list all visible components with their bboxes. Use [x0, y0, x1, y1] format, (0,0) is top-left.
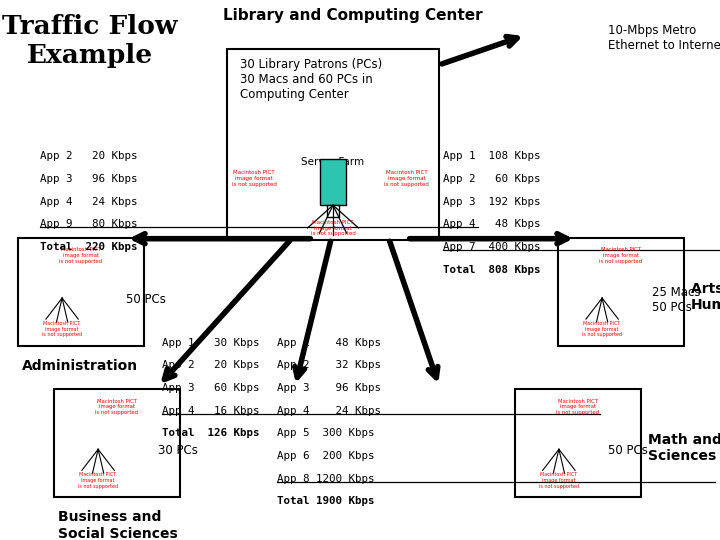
Text: Macintosh PICT
image format
is not supported: Macintosh PICT image format is not suppo…: [600, 247, 642, 264]
Text: App 4   24 Kbps: App 4 24 Kbps: [40, 197, 137, 207]
Text: App 8 1200 Kbps: App 8 1200 Kbps: [277, 474, 374, 484]
Text: App 2   20 Kbps: App 2 20 Kbps: [40, 151, 137, 161]
Text: App 6  200 Kbps: App 6 200 Kbps: [277, 451, 374, 461]
Text: Macintosh PICT
image format
is not supported: Macintosh PICT image format is not suppo…: [232, 170, 276, 187]
Text: App 7  400 Kbps: App 7 400 Kbps: [443, 242, 540, 252]
Text: App 1  108 Kbps: App 1 108 Kbps: [443, 151, 540, 161]
Text: App 5  300 Kbps: App 5 300 Kbps: [277, 428, 374, 438]
Text: Library and Computing Center: Library and Computing Center: [223, 8, 482, 23]
FancyBboxPatch shape: [18, 238, 144, 346]
Text: 30 PCs: 30 PCs: [158, 444, 198, 457]
Text: App 1    48 Kbps: App 1 48 Kbps: [277, 338, 381, 348]
Text: Business and
Social Sciences: Business and Social Sciences: [58, 510, 177, 540]
Text: Macintosh PICT
image format
is not supported: Macintosh PICT image format is not suppo…: [539, 472, 579, 489]
Bar: [320, 159, 346, 205]
Text: Macintosh PICT
image format
is not supported: Macintosh PICT image format is not suppo…: [96, 399, 138, 415]
Text: App 3   60 Kbps: App 3 60 Kbps: [162, 383, 259, 393]
FancyBboxPatch shape: [515, 389, 641, 497]
Text: App 2   60 Kbps: App 2 60 Kbps: [443, 174, 540, 184]
Text: App 4   16 Kbps: App 4 16 Kbps: [162, 406, 259, 416]
Text: 10-Mbps Metro
Ethernet to Internet: 10-Mbps Metro Ethernet to Internet: [608, 24, 720, 52]
Text: Traffic Flow
Example: Traffic Flow Example: [2, 14, 178, 68]
Text: 30 Library Patrons (PCs)
30 Macs and 60 PCs in
Computing Center: 30 Library Patrons (PCs) 30 Macs and 60 …: [240, 58, 382, 102]
Text: App 4    24 Kbps: App 4 24 Kbps: [277, 406, 381, 416]
Text: Math and
Sciences: Math and Sciences: [648, 433, 720, 463]
Text: Macintosh PICT
image format
is not supported: Macintosh PICT image format is not suppo…: [557, 399, 599, 415]
Text: Total  808 Kbps: Total 808 Kbps: [443, 265, 540, 275]
Text: Server Farm: Server Farm: [302, 157, 364, 167]
Text: App 3   96 Kbps: App 3 96 Kbps: [40, 174, 137, 184]
Text: Macintosh PICT
image format
is not supported: Macintosh PICT image format is not suppo…: [42, 321, 82, 338]
Text: App 1   30 Kbps: App 1 30 Kbps: [162, 338, 259, 348]
Text: Macintosh PICT
image format
is not supported: Macintosh PICT image format is not suppo…: [582, 321, 622, 338]
Text: App 4   48 Kbps: App 4 48 Kbps: [443, 219, 540, 230]
Text: App 3    96 Kbps: App 3 96 Kbps: [277, 383, 381, 393]
Text: App 2    32 Kbps: App 2 32 Kbps: [277, 360, 381, 370]
Text: Total  220 Kbps: Total 220 Kbps: [40, 242, 137, 252]
Text: App 9   80 Kbps: App 9 80 Kbps: [40, 219, 137, 230]
Text: Arts and
Humanities: Arts and Humanities: [691, 282, 720, 312]
Text: Macintosh PICT
image format
is not supported: Macintosh PICT image format is not suppo…: [384, 170, 429, 187]
Text: Macintosh PICT
image format
is not supported: Macintosh PICT image format is not suppo…: [310, 220, 356, 237]
Text: Macintosh PICT
image format
is not supported: Macintosh PICT image format is not suppo…: [60, 247, 102, 264]
Text: Total  126 Kbps: Total 126 Kbps: [162, 428, 259, 438]
Bar: [327, 205, 339, 217]
Text: App 3  192 Kbps: App 3 192 Kbps: [443, 197, 540, 207]
Text: Administration: Administration: [22, 359, 138, 373]
FancyBboxPatch shape: [227, 49, 439, 240]
Text: Total 1900 Kbps: Total 1900 Kbps: [277, 496, 374, 507]
FancyBboxPatch shape: [558, 238, 684, 346]
Text: 50 PCs: 50 PCs: [608, 444, 648, 457]
FancyBboxPatch shape: [54, 389, 180, 497]
Text: App 2   20 Kbps: App 2 20 Kbps: [162, 360, 259, 370]
Text: 50 PCs: 50 PCs: [126, 293, 166, 306]
Text: Macintosh PICT
image format
is not supported: Macintosh PICT image format is not suppo…: [78, 472, 118, 489]
Text: 25 Macs
50 PCs: 25 Macs 50 PCs: [652, 286, 700, 314]
